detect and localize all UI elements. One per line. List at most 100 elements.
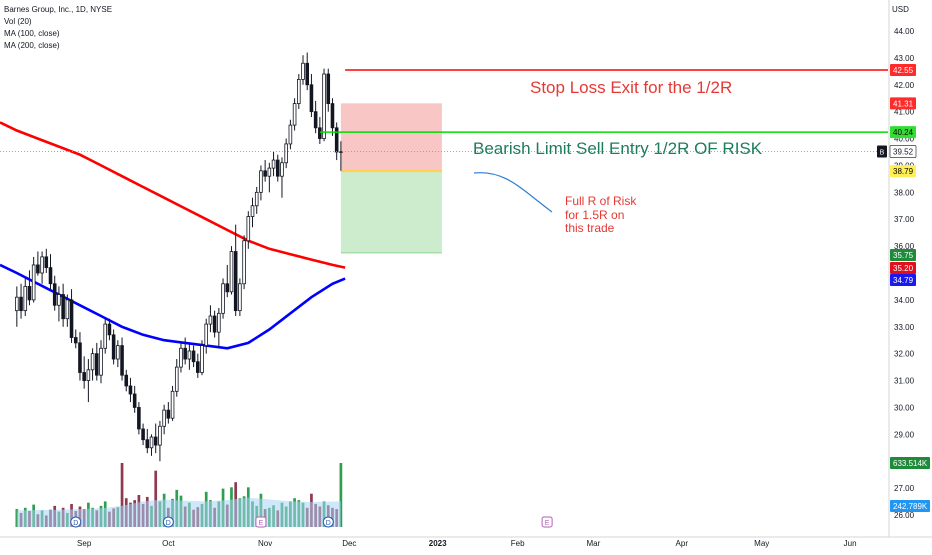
candle-body xyxy=(95,353,99,376)
candle-body xyxy=(250,205,255,217)
candle-body xyxy=(73,337,78,344)
event-marker-label: D xyxy=(166,520,171,527)
candle-body xyxy=(162,409,166,427)
price-label-text: 242.789K xyxy=(893,502,928,511)
price-tick-label: 38.00 xyxy=(894,188,915,197)
candle-body xyxy=(263,170,267,177)
time-tick-label: Nov xyxy=(258,539,272,548)
candle-body xyxy=(120,345,124,376)
ma100-line xyxy=(0,121,346,269)
event-marker-label: D xyxy=(326,520,331,527)
target-zone xyxy=(340,171,442,253)
candle-body xyxy=(254,191,259,207)
price-label-box xyxy=(890,249,916,261)
candle-body xyxy=(191,350,196,363)
candle-body xyxy=(200,345,204,373)
time-tick-label: Dec xyxy=(342,539,356,548)
candle-body xyxy=(166,409,171,419)
candle-body xyxy=(267,167,272,177)
price-tick-label: 34.00 xyxy=(894,296,915,305)
earnings-marker xyxy=(541,516,553,528)
candle-body xyxy=(183,347,187,360)
candle-body xyxy=(313,111,318,129)
candle-body xyxy=(111,334,116,360)
time-tick-label: Sep xyxy=(77,539,92,548)
price-axis-labels: 42.55 41.31 40.24 39.52 B 38.79 35.75 35.20 34.7… xyxy=(877,63,930,512)
risk-note-arrow xyxy=(473,172,553,213)
candle-body xyxy=(309,84,314,113)
candle-body xyxy=(259,170,263,193)
candle-body xyxy=(284,143,288,164)
candle-body xyxy=(179,347,183,368)
candle-body xyxy=(238,283,242,312)
candle-body xyxy=(61,294,65,320)
moving-averages xyxy=(0,121,346,350)
candle-body xyxy=(124,374,129,387)
candle-body xyxy=(31,264,36,301)
price-label-text: 34.79 xyxy=(893,276,914,285)
indicator-ma100[interactable]: MA (100, close) xyxy=(4,29,60,38)
time-tick-label: 2023 xyxy=(429,539,447,548)
candle-body xyxy=(196,361,200,373)
indicator-volume[interactable]: Vol (20) xyxy=(4,17,32,26)
candle-body xyxy=(217,312,221,333)
candle-body xyxy=(275,159,280,177)
candle-body xyxy=(86,369,91,381)
time-tick-label: Feb xyxy=(511,539,525,548)
price-label-text: 41.31 xyxy=(893,99,914,108)
time-tick-label: Mar xyxy=(587,539,601,548)
candle-body xyxy=(69,299,74,338)
price-tick-label: 33.00 xyxy=(894,323,915,332)
price-label-text: 38.79 xyxy=(893,167,914,176)
price-label-box xyxy=(890,97,916,110)
entry-annotation: Bearish Limit Sell Entry 1/2R OF RISK xyxy=(473,139,763,158)
price-tick-label: 41.00 xyxy=(894,108,915,117)
candle-body xyxy=(40,256,44,274)
price-tick-label: 26.00 xyxy=(894,511,915,520)
indicator-ma200[interactable]: MA (200, close) xyxy=(4,41,60,50)
price-label-text: 42.55 xyxy=(893,66,914,75)
time-axis: Sep Oct Nov Dec 2023 Feb Mar Apr May Jun xyxy=(0,536,932,548)
horizontal-lines xyxy=(0,69,888,152)
time-tick-label: Jun xyxy=(844,539,857,548)
price-tick-label: 30.00 xyxy=(894,403,915,412)
candle-body xyxy=(288,124,293,145)
candle-body xyxy=(229,251,234,293)
risk-reward-zones xyxy=(340,103,442,254)
stop-loss-annotation: Stop Loss Exit for the 1/2R xyxy=(530,78,732,97)
volume-bar xyxy=(120,463,124,527)
candle-body xyxy=(174,366,179,392)
price-tick-label: 44.00 xyxy=(894,27,915,36)
candle-body xyxy=(27,286,32,301)
dividend-marker xyxy=(162,516,174,528)
buy-tag-text: B xyxy=(880,149,885,156)
price-tick-label: 29.00 xyxy=(894,430,915,439)
volume-pane xyxy=(15,463,343,527)
candle-body xyxy=(116,345,120,360)
chart-title: Barnes Group, Inc., 1D, NYSE xyxy=(4,5,113,14)
candle-body xyxy=(297,79,301,105)
price-label-text: 35.20 xyxy=(893,264,914,273)
dividend-marker xyxy=(322,516,334,528)
candle-body xyxy=(330,103,335,129)
candle-body xyxy=(326,73,331,105)
candle-body xyxy=(141,428,145,441)
candle-body xyxy=(212,315,217,333)
candle-body xyxy=(99,347,103,376)
candle-body xyxy=(65,299,70,320)
candle-body xyxy=(208,315,213,325)
candle-body xyxy=(170,390,175,419)
price-label-box xyxy=(890,165,916,178)
candle-body xyxy=(246,216,251,242)
candle-body xyxy=(145,439,150,449)
candle-body xyxy=(305,62,310,86)
candle-body xyxy=(19,296,23,312)
time-tick-label: Apr xyxy=(676,539,689,548)
price-tick-label: 40.00 xyxy=(894,135,915,144)
candle-body xyxy=(292,103,297,126)
price-tick-label: 32.00 xyxy=(894,350,915,359)
candlesticks xyxy=(15,52,343,462)
price-tick-label: 27.00 xyxy=(894,484,915,493)
